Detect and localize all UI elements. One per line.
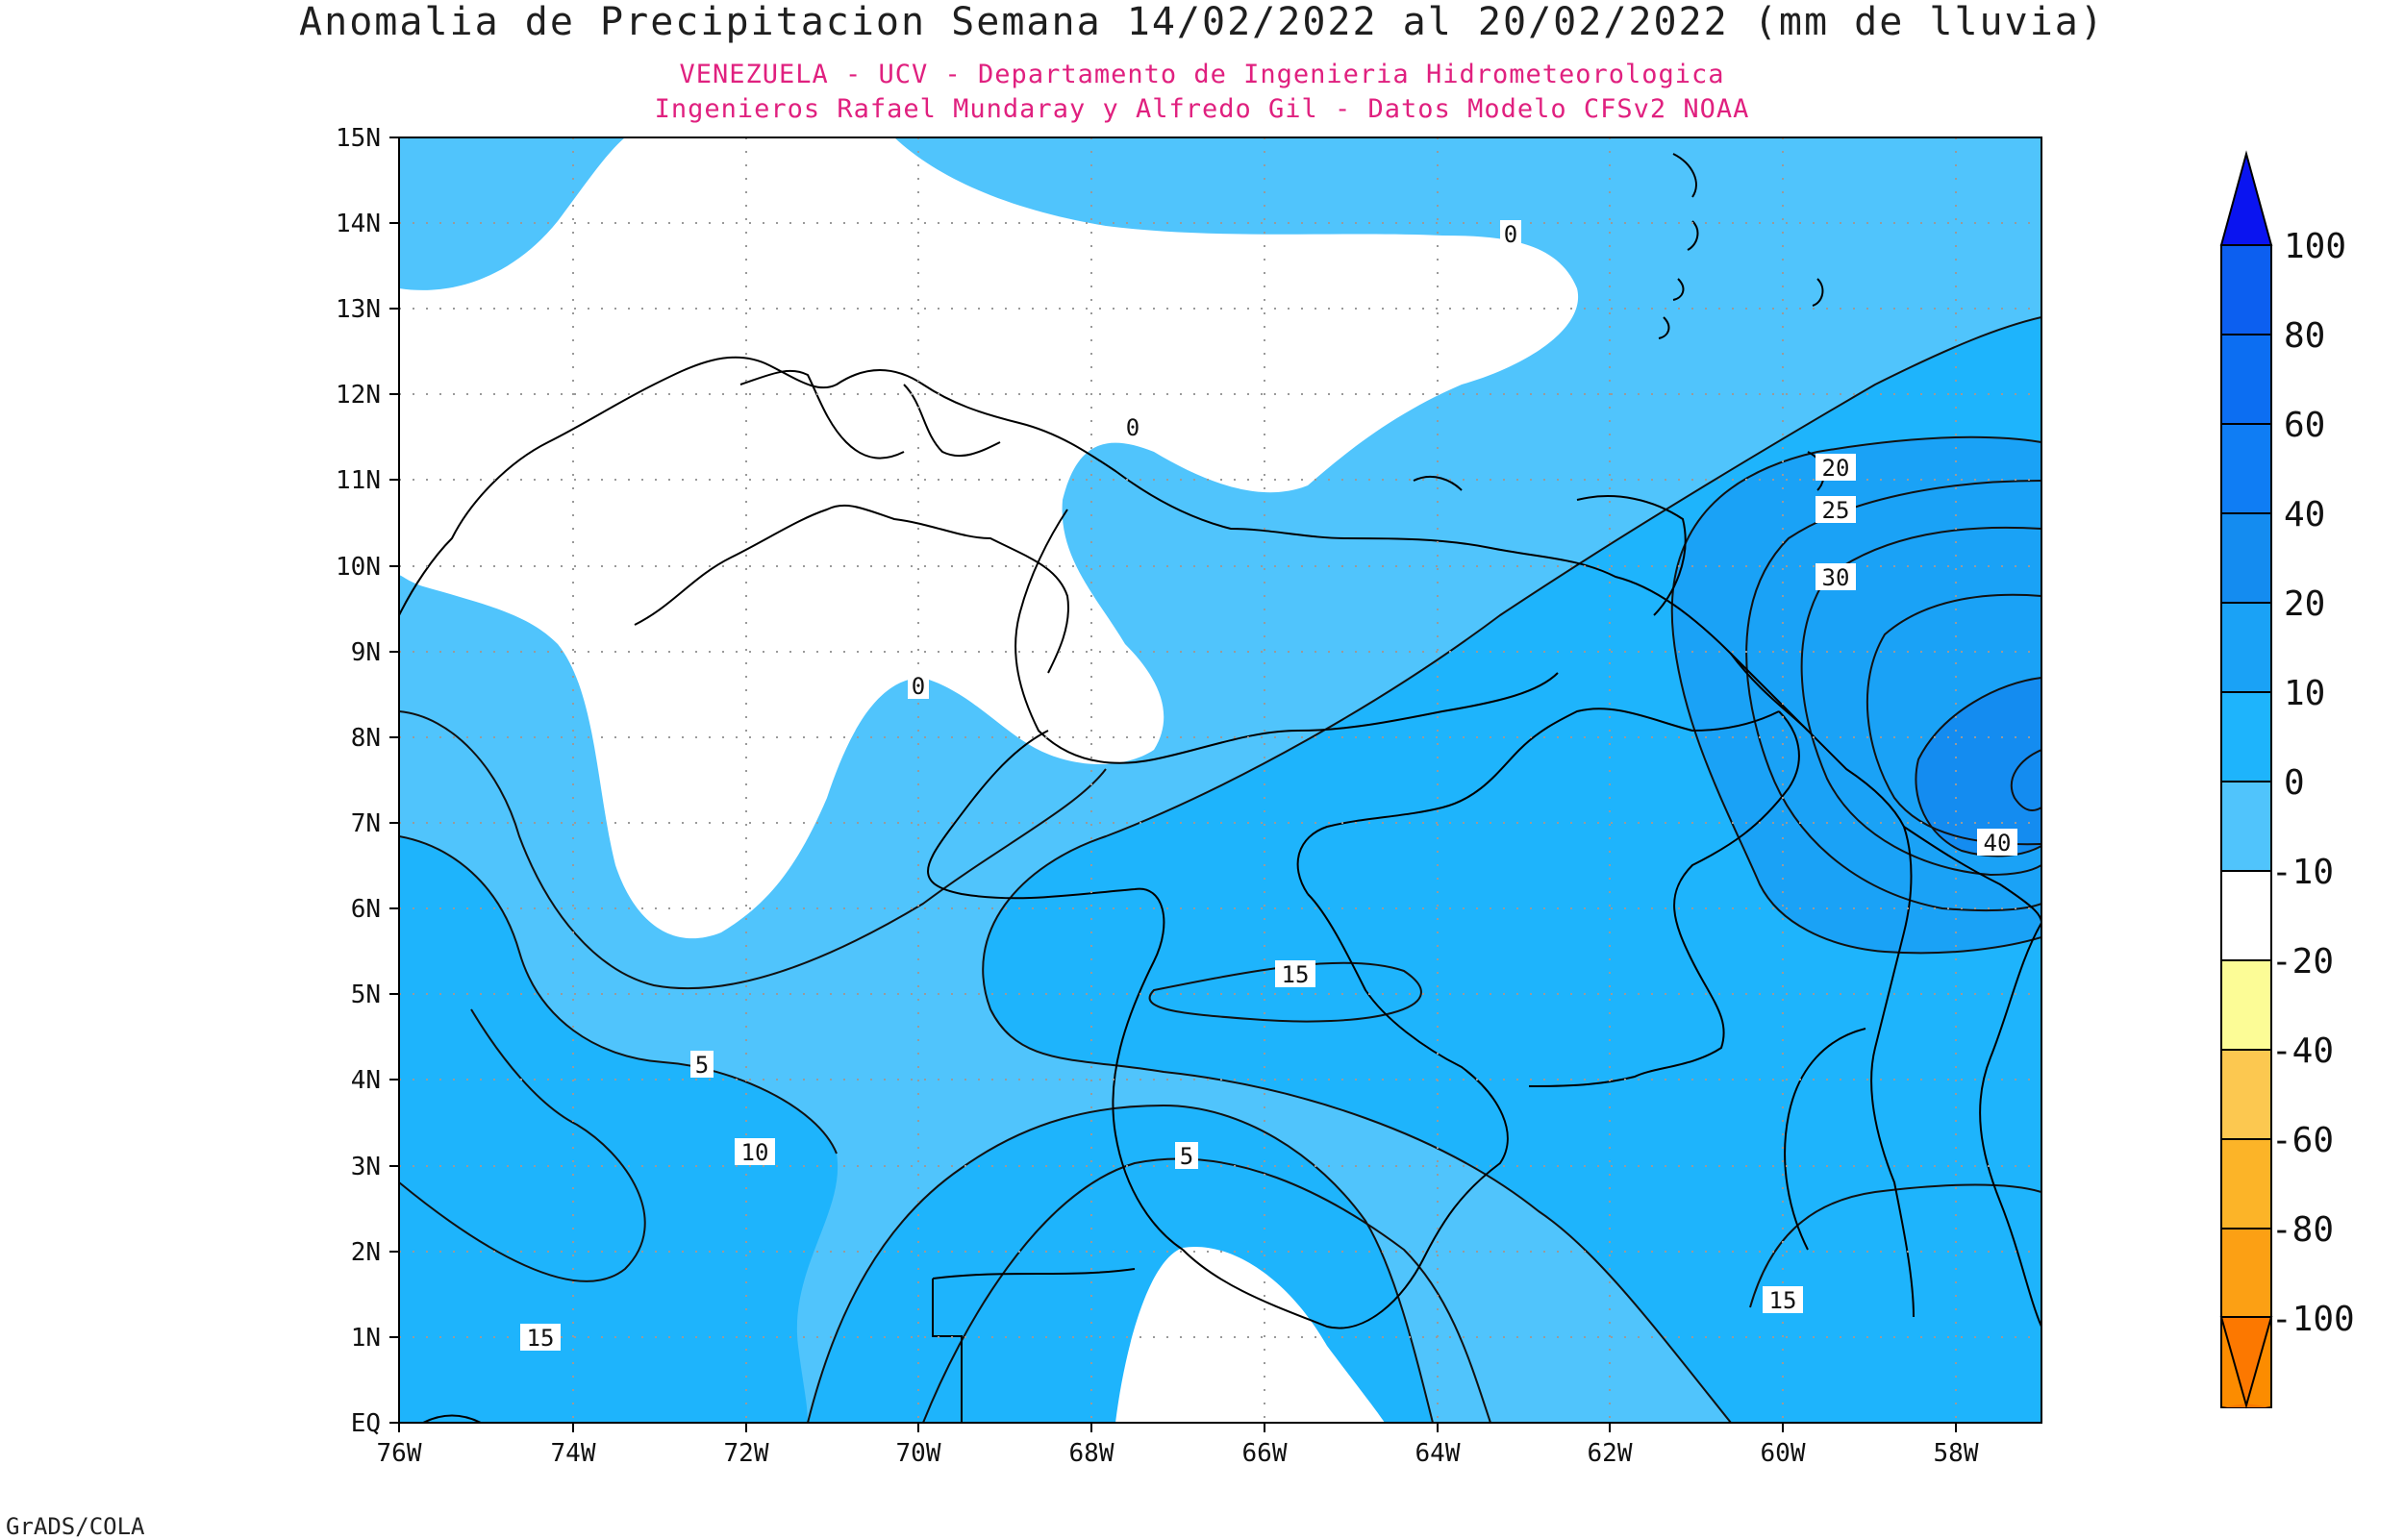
contour-label: 15 [520,1324,561,1352]
lat-tick-label: 12N [336,381,381,410]
contour-label: 20 [1816,454,1856,482]
colorbar-label: -10 [2271,853,2334,892]
map-plot-area [399,137,2041,1423]
colorbar-segment [2220,602,2272,693]
colorbar-segment [2220,512,2272,604]
svg-text:5: 5 [695,1052,709,1079]
colorbar-label: -20 [2271,942,2334,981]
lat-tick-label: 3N [351,1153,381,1181]
colorbar: 100 80 60 40 20 10 0 -10 -20 -40 -60 -80… [2219,150,2355,1409]
contour-labels: 0 0 0 5 5 10 15 15 15 20 25 30 40 [520,220,2017,1352]
colorbar-label: 0 [2284,763,2305,803]
svg-text:0: 0 [912,673,925,700]
map-title: Anomalia de Precipitacion Semana 14/02/2… [299,0,2105,44]
lat-tick-label: 15N [336,124,381,153]
svg-text:40: 40 [1984,830,2012,857]
map-subtitle-authors: Ingenieros Rafael Mundaray y Alfredo Gil… [654,94,1750,124]
colorbar-label: -80 [2271,1210,2334,1250]
map-subtitle-institution: VENEZUELA - UCV - Departamento de Ingeni… [679,60,1725,89]
colorbar-label: 20 [2284,584,2325,624]
colorbar-label: -40 [2271,1031,2334,1071]
colorbar-label: 40 [2284,495,2325,534]
lat-tick-label: 1N [351,1324,381,1353]
lon-tick-label: 70W [896,1439,941,1468]
colorbar-segment [2220,244,2272,335]
longitude-axis: 76W 74W 72W 70W 68W 66W 64W 62W 60W 58W [377,1423,1979,1468]
lat-tick-label: 14N [336,210,381,238]
colorbar-segment [2220,1049,2272,1140]
map-gridlines [399,137,2041,1423]
lon-tick-label: 74W [551,1439,596,1468]
lat-tick-label: 10N [336,553,381,582]
lat-tick-label: 8N [351,724,381,753]
lat-tick-label: 7N [351,809,381,838]
lon-tick-label: 68W [1069,1439,1114,1468]
anomaly-neutral-south [1115,1246,1385,1423]
lon-tick-label: 64W [1415,1439,1461,1468]
svg-text:5: 5 [1180,1143,1193,1170]
svg-text:20: 20 [1822,455,1850,482]
lat-tick-label: 5N [351,981,381,1009]
svg-text:15: 15 [1769,1287,1797,1314]
grads-credit: GrADS/COLA [6,1513,145,1540]
contour-label: 5 [1175,1142,1198,1170]
svg-text:15: 15 [527,1325,555,1352]
map-frame [398,137,2042,1424]
svg-text:10: 10 [741,1139,769,1166]
lon-tick-label: 72W [724,1439,769,1468]
lat-tick-label: 11N [336,466,381,495]
contour-label: 15 [1763,1286,1803,1314]
colorbar-label: 10 [2284,674,2325,713]
contour-label: 0 [908,672,929,700]
colorbar-segment [2220,1138,2272,1230]
colorbar-segment [2220,959,2272,1051]
svg-text:30: 30 [1822,564,1850,591]
contour-label: 40 [1977,829,2017,857]
colorbar-segment [2220,870,2272,961]
lat-tick-label: 4N [351,1066,381,1095]
anomaly-fill-10-20-southwest [399,836,839,1423]
svg-text:25: 25 [1822,497,1850,524]
latitude-axis: EQ 1N 2N 3N 4N 5N 6N 7N 8N 9N 10N 11N 12… [336,124,399,1438]
contour-label: 0 [1500,220,1521,248]
colorbar-label: -60 [2271,1121,2334,1160]
lat-tick-label: 9N [351,638,381,667]
lon-tick-label: 60W [1761,1439,1806,1468]
lon-tick-label: 76W [377,1439,422,1468]
colorbar-label: 80 [2284,316,2325,356]
colorbar-segment [2220,781,2272,872]
contour-label: 10 [735,1138,775,1166]
contour-lines [399,316,2041,1423]
contour-label: 30 [1816,563,1856,591]
lon-tick-label: 66W [1242,1439,1288,1468]
colorbar-top-arrow [2219,150,2273,246]
colorbar-segment [2220,423,2272,514]
colorbar-label: 60 [2284,406,2325,445]
svg-text:15: 15 [1282,961,1310,988]
svg-text:0: 0 [1126,414,1139,441]
colorbar-segment [2220,1228,2272,1319]
lat-tick-label: 13N [336,295,381,324]
colorbar-bottom-arrow [2219,1316,2273,1409]
contour-label: 15 [1275,960,1315,988]
contour-label: 25 [1816,496,1856,524]
coastlines-and-borders [399,153,2041,1423]
lon-tick-label: 62W [1588,1439,1633,1468]
lat-tick-label: 6N [351,895,381,924]
colorbar-segment [2220,334,2272,425]
lat-tick-label: 2N [351,1238,381,1267]
colorbar-segment [2220,691,2272,782]
colorbar-label: -100 [2271,1300,2355,1339]
lon-tick-label: 58W [1934,1439,1979,1468]
contour-label: 5 [690,1051,714,1079]
contour-label: 0 [1122,413,1143,441]
colorbar-label: 100 [2284,227,2346,266]
lat-tick-label: EQ [351,1409,381,1438]
svg-text:0: 0 [1504,221,1517,248]
